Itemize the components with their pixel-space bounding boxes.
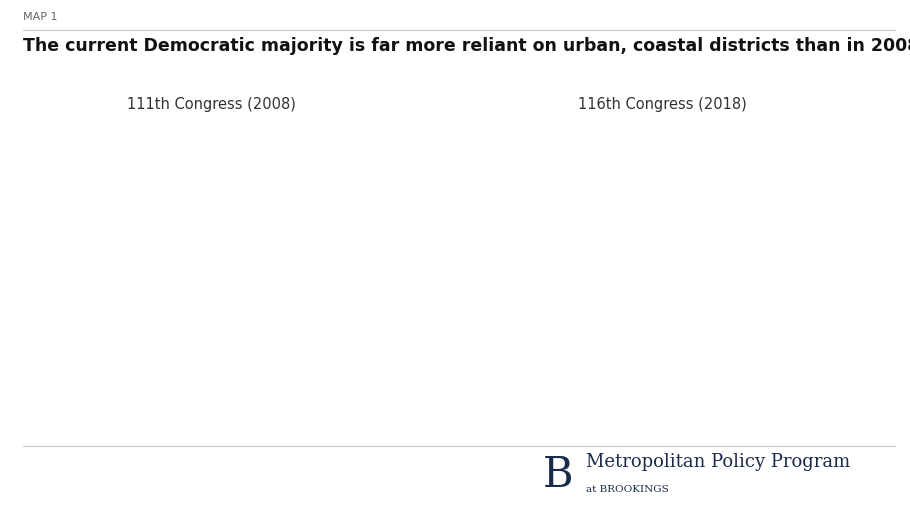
Text: MAP 1: MAP 1	[23, 12, 57, 22]
Text: at BROOKINGS: at BROOKINGS	[586, 484, 669, 494]
Text: 111th Congress (2008): 111th Congress (2008)	[127, 97, 296, 112]
Text: 116th Congress (2018): 116th Congress (2018)	[578, 97, 746, 112]
Text: The current Democratic majority is far more reliant on urban, coastal districts : The current Democratic majority is far m…	[23, 37, 910, 55]
Text: B: B	[542, 454, 573, 496]
Text: Metropolitan Policy Program: Metropolitan Policy Program	[586, 453, 851, 471]
